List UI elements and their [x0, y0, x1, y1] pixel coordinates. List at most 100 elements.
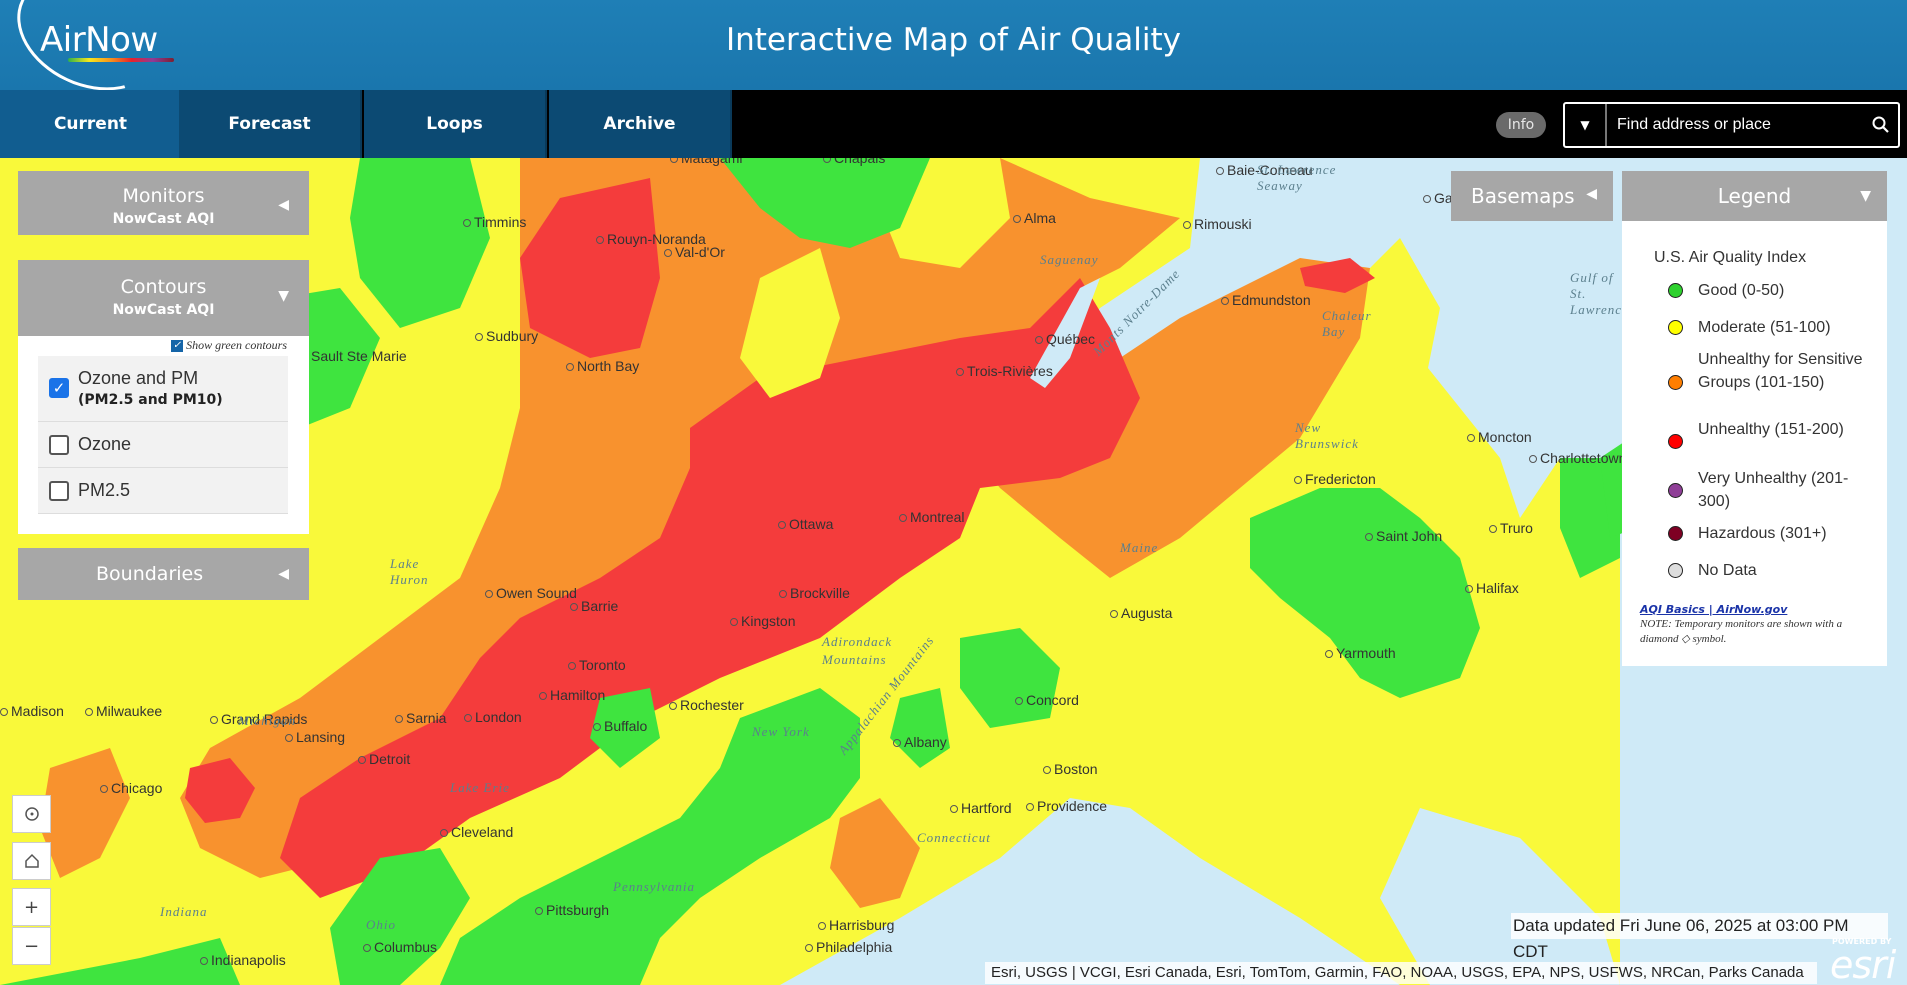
- legend-panel-body: U.S. Air Quality Index Good (0-50) Moder…: [1622, 221, 1887, 666]
- info-button[interactable]: Info: [1496, 112, 1546, 138]
- city-label: Philadelphia: [805, 939, 892, 955]
- city-label: Boston: [1043, 761, 1098, 777]
- region-label: New Brunswick: [1295, 420, 1359, 451]
- expand-down-icon: ▼: [278, 288, 289, 304]
- legend-note: NOTE: Temporary monitors are shown with …: [1640, 618, 1843, 645]
- tab-loops[interactable]: Loops: [364, 90, 547, 158]
- region-label: Chaleur Bay: [1322, 308, 1372, 339]
- search-input[interactable]: [1617, 104, 1857, 146]
- zoom-in-button[interactable]: +: [12, 888, 51, 926]
- home-button[interactable]: [12, 842, 51, 880]
- region-label: New York: [752, 724, 810, 739]
- airnow-logo[interactable]: AirNow: [0, 0, 180, 113]
- collapse-left-icon: ◀: [278, 197, 289, 213]
- monitors-subtitle: NowCast AQI: [112, 211, 215, 227]
- checkbox[interactable]: [49, 435, 69, 455]
- legend-item: Very Unhealthy (201-300): [1698, 470, 1849, 510]
- city-label: Augusta: [1110, 605, 1172, 621]
- collapse-left-icon: ◀: [278, 566, 289, 582]
- aqi-very-unhealthy-swatch: [1668, 483, 1683, 498]
- region-label: St. Lawrence Seaway: [1257, 162, 1337, 193]
- city-label: Grand Rapids: [210, 711, 307, 727]
- search-bar: ▼: [1563, 102, 1900, 148]
- legend-panel-header[interactable]: Legend ▼: [1622, 171, 1887, 221]
- contours-title: Contours: [120, 276, 207, 298]
- basemaps-title: Basemaps: [1471, 184, 1575, 208]
- checkbox[interactable]: [49, 481, 69, 501]
- logo-rainbow-bar: [68, 58, 174, 62]
- expand-down-icon: ▼: [1860, 188, 1871, 204]
- option-label: PM2.5: [78, 480, 131, 500]
- collapse-left-icon: ◀: [1586, 186, 1597, 202]
- minus-icon: −: [23, 935, 40, 957]
- monitors-title: Monitors: [122, 185, 205, 207]
- map-view[interactable]: Timmins Rouyn-Noranda Val-d'Or Alma Baie…: [0, 158, 1907, 985]
- page-title: Interactive Map of Air Quality: [725, 22, 1182, 58]
- city-label: Sudbury: [475, 328, 538, 344]
- city-label: North Bay: [566, 358, 639, 374]
- city-label: Fredericton: [1294, 471, 1376, 487]
- checkbox-checked[interactable]: ✓: [49, 378, 69, 398]
- city-label: Milwaukee: [85, 703, 162, 719]
- city-label: Concord: [1015, 692, 1079, 708]
- legend-item: Moderate (51-100): [1698, 319, 1831, 336]
- tab-forecast[interactable]: Forecast: [179, 90, 362, 158]
- legend-item: No Data: [1698, 562, 1757, 579]
- aqi-moderate-swatch: [1668, 320, 1683, 335]
- city-label: Timmins: [463, 214, 526, 230]
- city-label: Providence: [1026, 798, 1107, 814]
- zoom-out-button[interactable]: −: [12, 927, 51, 965]
- option-label: Ozone: [78, 434, 132, 454]
- region-label: Pennsylvania: [613, 879, 696, 894]
- option-ozone[interactable]: Ozone: [38, 422, 288, 468]
- region-label: Lake Erie: [450, 780, 510, 795]
- search-button[interactable]: [1868, 112, 1894, 138]
- contours-panel-header[interactable]: Contours NowCast AQI ▼: [18, 260, 309, 336]
- search-source-dropdown[interactable]: ▼: [1565, 104, 1607, 146]
- locate-button[interactable]: [12, 795, 51, 833]
- boundaries-title: Boundaries: [96, 563, 204, 585]
- boundaries-panel-header[interactable]: Boundaries ◀: [18, 548, 309, 600]
- crosshair-icon: [24, 807, 39, 821]
- city-label: Saint John: [1365, 528, 1442, 544]
- region-label: Ohio: [366, 917, 396, 932]
- tab-archive[interactable]: Archive: [549, 90, 732, 158]
- aqi-index-title: U.S. Air Quality Index: [1654, 249, 1807, 266]
- city-label: Albany: [893, 734, 947, 750]
- city-label: Ottawa: [778, 516, 833, 532]
- option-pm25[interactable]: PM2.5: [38, 468, 288, 514]
- esri-logo[interactable]: POWERED BY esri: [1828, 935, 1904, 985]
- city-label: Moncton: [1467, 429, 1532, 445]
- aqi-hazardous-swatch: [1668, 526, 1683, 541]
- aqi-usg-swatch: [1668, 375, 1683, 390]
- city-label: Val-d'Or: [664, 244, 725, 260]
- show-green-contours-toggle[interactable]: ✓ Show green contours: [171, 338, 287, 353]
- city-label: Rochester: [669, 697, 744, 713]
- legend-item: Hazardous (301+): [1698, 525, 1827, 542]
- aqi-unhealthy-swatch: [1668, 434, 1683, 449]
- city-label: Sarnia: [395, 710, 446, 726]
- city-label: Halifax: [1465, 580, 1519, 596]
- legend-item: Unhealthy (151-200): [1698, 421, 1844, 438]
- legend-item: Unhealthy for Sensitive Groups (101-150): [1698, 351, 1863, 391]
- aqi-good-swatch: [1668, 283, 1683, 298]
- basemaps-panel-header[interactable]: Basemaps ◀: [1451, 171, 1613, 221]
- option-ozone-and-pm[interactable]: ✓ Ozone and PM (PM2.5 and PM10): [38, 356, 288, 422]
- monitors-panel-header[interactable]: Monitors NowCast AQI ◀: [18, 171, 309, 235]
- city-label: Trois-Rivières: [956, 363, 1053, 379]
- caret-down-icon: ▼: [1580, 118, 1590, 132]
- city-label: Charlottetown: [1529, 450, 1626, 466]
- city-label: Owen Sound: [485, 585, 577, 601]
- contours-subtitle: NowCast AQI: [112, 302, 215, 318]
- tab-current[interactable]: Current: [0, 90, 183, 158]
- city-label: Rouyn-Noranda: [596, 231, 706, 247]
- option-label: Ozone and PM: [78, 368, 199, 388]
- city-label: Edmundston: [1221, 292, 1311, 308]
- aqi-basics-link[interactable]: AQI Basics | AirNow.gov: [1640, 603, 1788, 616]
- plus-icon: +: [23, 896, 40, 918]
- region-label: Adirondack Mountains: [822, 634, 893, 667]
- city-label: Detroit: [358, 751, 410, 767]
- city-label: Columbus: [363, 939, 437, 955]
- city-label: Toronto: [568, 657, 626, 673]
- city-label: Pittsburgh: [535, 902, 609, 918]
